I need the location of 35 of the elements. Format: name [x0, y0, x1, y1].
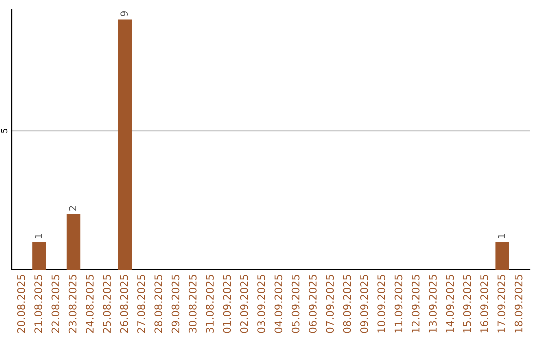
data-label: 9: [120, 11, 128, 16]
x-tick-label: 02.09.2025: [240, 275, 248, 334]
x-tick-label: 11.09.2025: [394, 275, 403, 333]
x-tick-label: 17.09.2025: [498, 275, 506, 333]
x-tick-label: 15.09.2025: [463, 275, 472, 333]
x-tick-label: 07.09.2025: [326, 275, 334, 334]
x-tick-label: 16.09.2025: [480, 275, 488, 333]
x-tick-label: 01.09.2025: [223, 275, 232, 334]
x-tick-label: 25.08.2025: [103, 275, 112, 334]
data-label: 2: [69, 206, 76, 211]
x-tick-label: 22.08.2025: [52, 275, 60, 334]
data-label: 1: [35, 234, 42, 238]
x-tick-label: 27.08.2025: [138, 275, 146, 334]
x-tick-label: 13.09.2025: [429, 275, 437, 333]
x-tick-label: 28.08.2025: [154, 275, 163, 334]
x-tick-label: 26.08.2025: [120, 275, 128, 334]
x-tick-label: 24.08.2025: [86, 275, 94, 334]
x-tick-label: 20.08.2025: [17, 275, 26, 334]
x-tick-label: 03.09.2025: [258, 275, 266, 334]
x-tick-label: 21.08.2025: [34, 275, 42, 334]
x-tick-label: 30.08.2025: [188, 275, 197, 334]
x-tick-label: 29.08.2025: [172, 275, 180, 334]
x-tick-label: 10.09.2025: [378, 275, 386, 333]
x-tick-label: 14.09.2025: [446, 275, 454, 333]
x-tick-label: 09.09.2025: [360, 275, 368, 334]
data-label: 1: [498, 234, 506, 238]
x-tick-label: 06.09.2025: [309, 275, 317, 334]
x-tick-label: 04.09.2025: [274, 275, 283, 334]
y-tick-label: 5: [1, 129, 8, 133]
x-tick-label: 31.08.2025: [206, 275, 214, 334]
x-tick-label: 23.08.2025: [68, 275, 77, 334]
x-tick-label: 05.09.2025: [292, 275, 300, 334]
x-tick-label: 12.09.2025: [412, 275, 420, 333]
x-tick-label: 08.09.2025: [343, 275, 352, 334]
x-tick-label: 18.09.2025: [514, 275, 523, 333]
